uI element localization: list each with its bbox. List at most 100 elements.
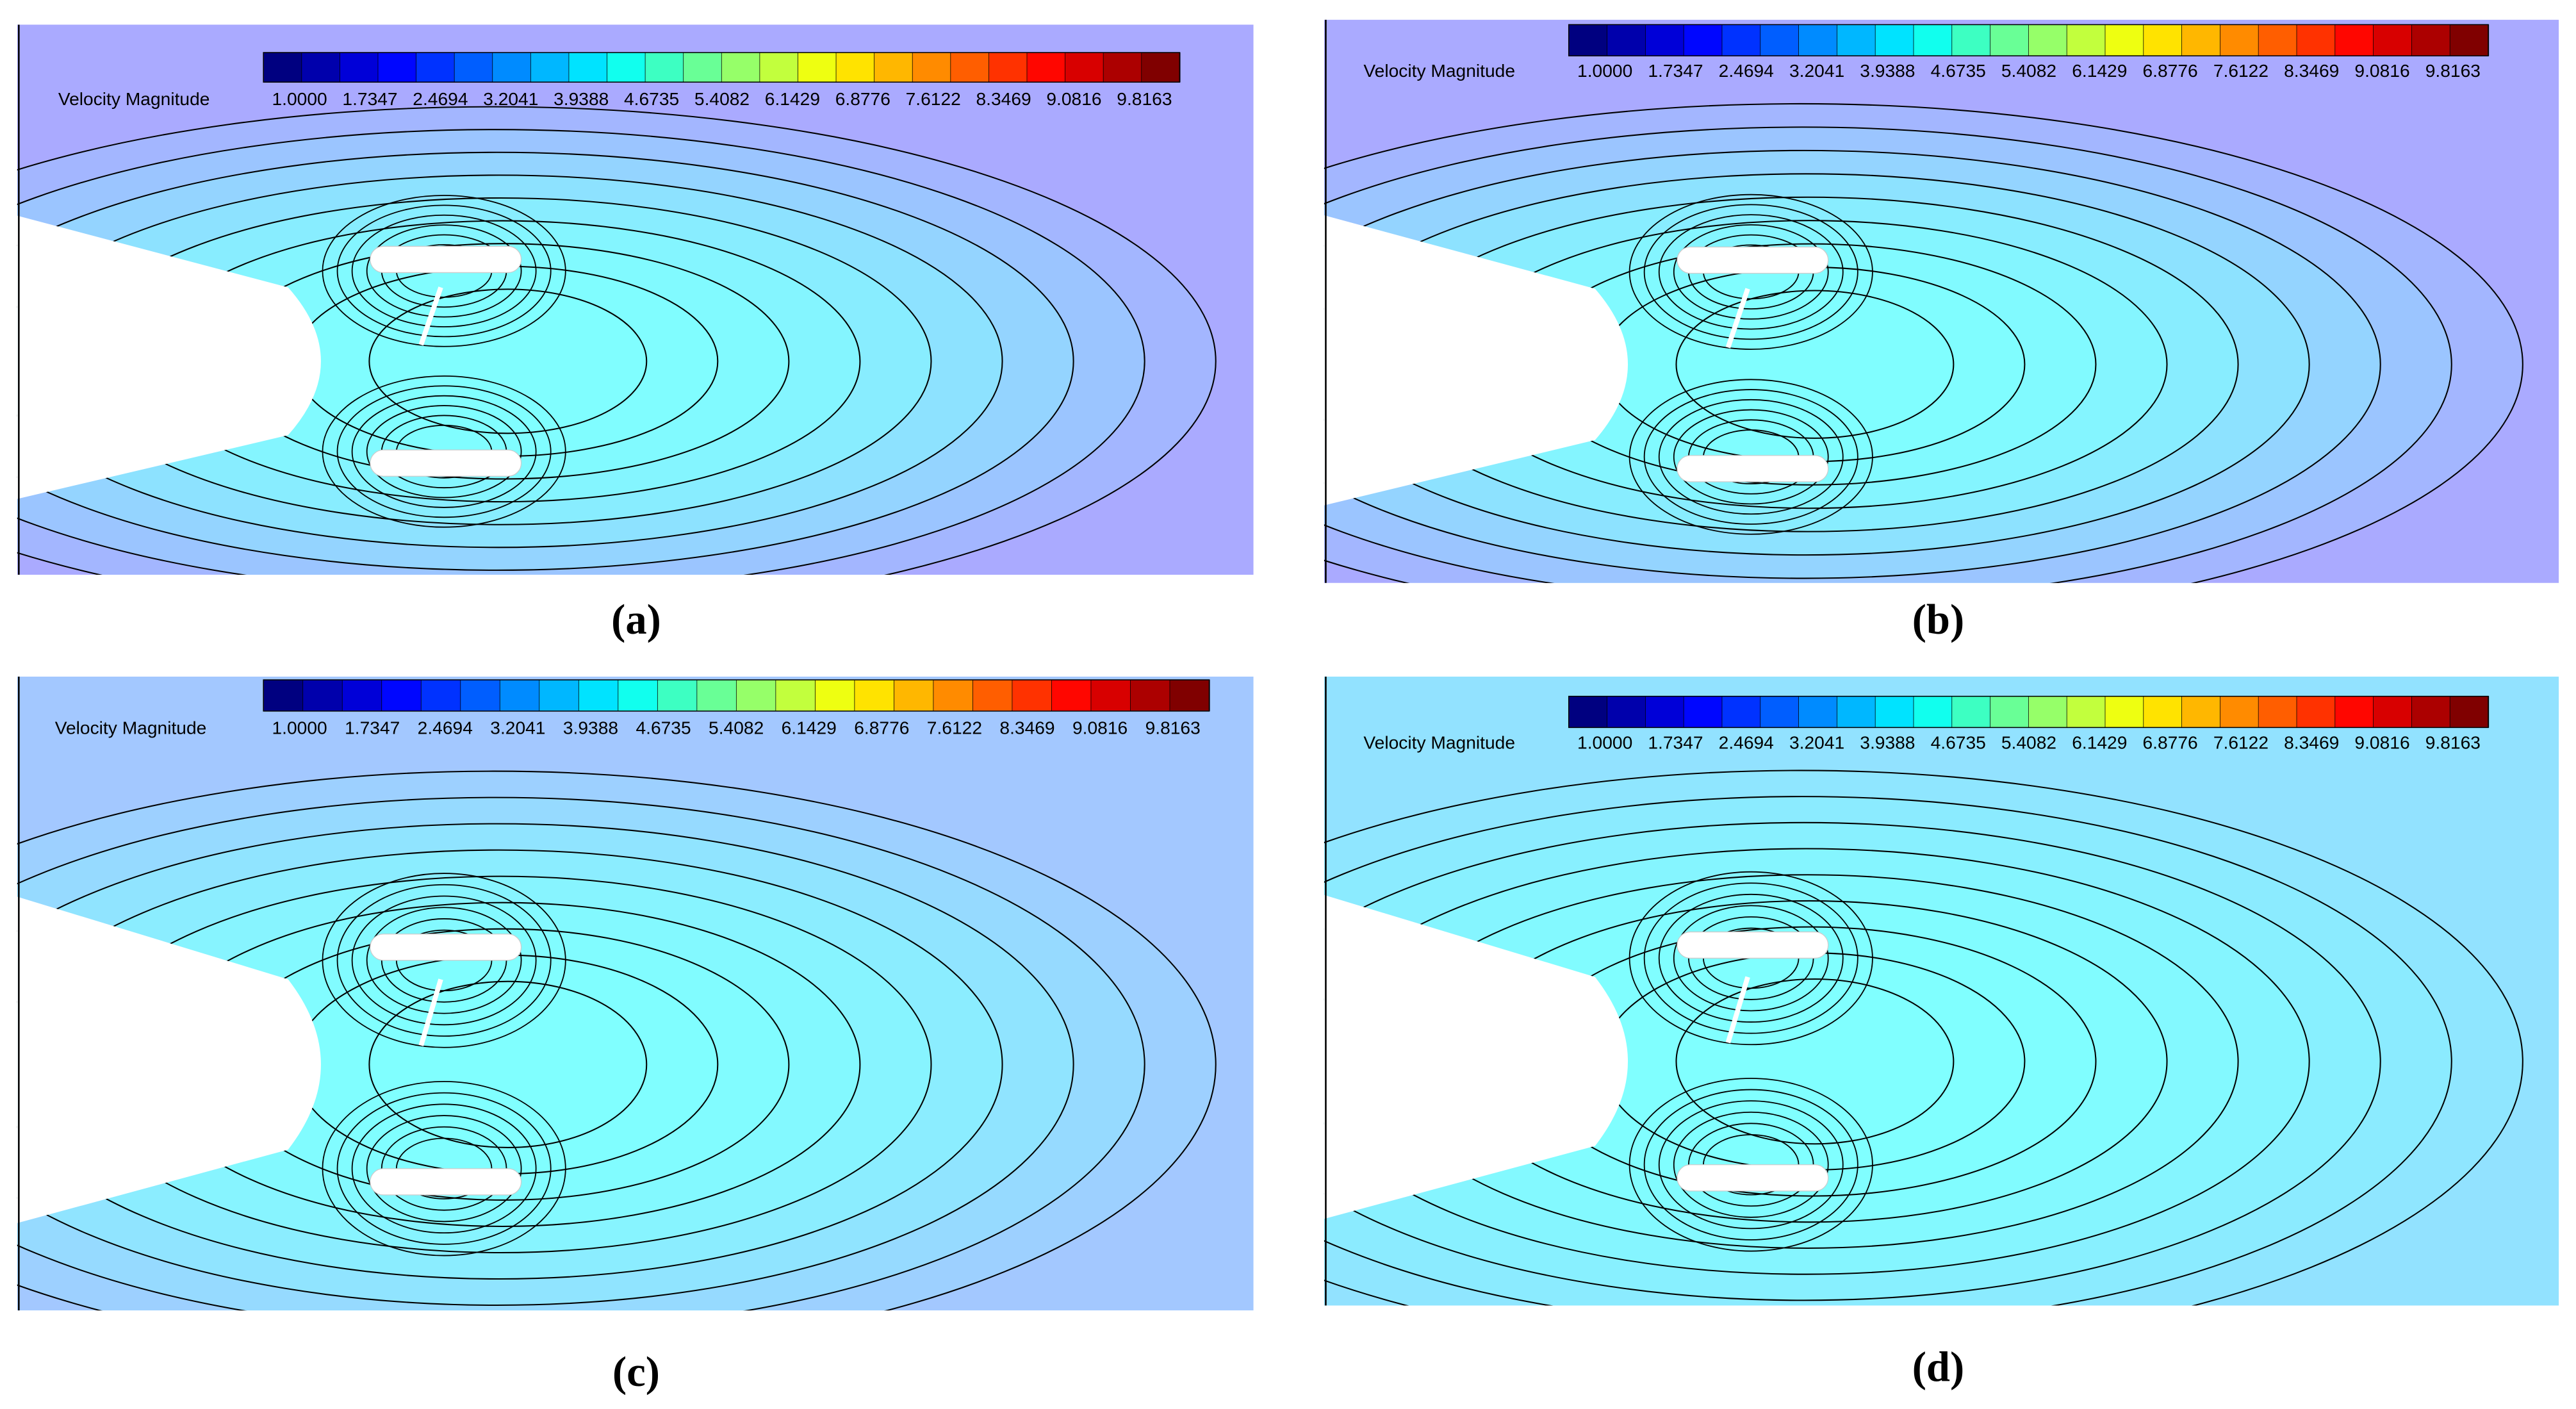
colorbar-band (814, 679, 856, 712)
legend-tick-label: 9.8163 (2425, 732, 2481, 752)
legend-tick-label: 9.8163 (2425, 60, 2481, 81)
hull (1324, 894, 1628, 1219)
contour-line (1673, 409, 1829, 505)
colorbar-band (2449, 696, 2490, 728)
contour-line (366, 907, 522, 1014)
colorbar-band (1568, 24, 1608, 56)
contour-panel (1324, 676, 2559, 1306)
contour-line (366, 405, 522, 499)
hull (1324, 215, 1628, 506)
blade (1725, 288, 1750, 349)
colorbar-band (1875, 696, 1915, 728)
panel-label: (a) (611, 597, 661, 643)
legend-title: Velocity Magnitude (1363, 60, 1515, 81)
contour-line (351, 395, 537, 508)
contour-line (322, 873, 566, 1048)
panel-label: (c) (612, 1349, 660, 1396)
legend-tick-label: 6.8776 (854, 717, 909, 737)
colorbar-band (1913, 24, 1953, 56)
contour-line (1643, 389, 1858, 525)
legend-tick-label: 1.0000 (1577, 60, 1632, 81)
colorbar-band (1130, 679, 1171, 712)
colorbar-band (2028, 24, 2068, 56)
colorbar-band (894, 679, 935, 712)
duct (1677, 455, 1829, 482)
colorbar-band (874, 52, 914, 83)
duct (1677, 246, 1829, 274)
colorbar-band (1836, 24, 1876, 56)
colorbar-band (2373, 696, 2413, 728)
legend-title: Velocity Magnitude (1363, 732, 1515, 752)
colorbar-band (2411, 24, 2451, 56)
legend-tick-label: 2.4694 (413, 88, 468, 109)
colorbar-band (1913, 696, 1953, 728)
duct (370, 1168, 522, 1196)
legend-tick-label: 6.8776 (2143, 60, 2198, 81)
colorbar-band (530, 52, 570, 83)
legend-tick-label: 8.3469 (976, 88, 1031, 109)
legend-tick-label: 3.2041 (483, 88, 538, 109)
contour-line (1643, 882, 1858, 1034)
contour-line (1673, 1111, 1829, 1218)
blade (418, 978, 443, 1046)
contour-line (1658, 214, 1844, 330)
blade (418, 286, 443, 346)
contour-line (1628, 379, 1873, 535)
legend-tick-label: 3.2041 (1789, 732, 1844, 752)
colorbar-band (835, 52, 875, 83)
panel-label: (b) (1912, 597, 1964, 643)
colorbar-band (454, 52, 493, 83)
legend-tick-label: 7.6122 (906, 88, 961, 109)
colorbar-band (568, 52, 608, 83)
colorbar-band (607, 52, 646, 83)
contour-line (322, 195, 566, 347)
contour-line (1658, 1100, 1844, 1230)
colorbar-band (1683, 696, 1723, 728)
colorbar-band (933, 679, 974, 712)
contour-panel (17, 24, 1254, 575)
colorbar-band (1951, 696, 1991, 728)
contour-line (1628, 194, 1873, 350)
colorbar-band (1645, 24, 1685, 56)
legend-tick-label: 2.4694 (418, 717, 473, 737)
colorbar-band (499, 679, 540, 712)
colorbar-band (416, 52, 455, 83)
contour-panel (1324, 19, 2559, 583)
colorbar-band (420, 679, 461, 712)
colorbar-band (1951, 24, 1991, 56)
colorbar-band (972, 679, 1013, 712)
colorbar-band (1990, 696, 2030, 728)
colorbar-band (1721, 24, 1761, 56)
colorbar-band (263, 52, 302, 83)
duct (370, 934, 522, 961)
colorbar-band (1103, 52, 1142, 83)
colorbar-band (263, 679, 304, 712)
colorbar-band (735, 679, 777, 712)
legend-tick-label: 2.4694 (1719, 60, 1774, 81)
legend-tick-label: 6.1429 (782, 717, 837, 737)
colorbar-band (2334, 24, 2374, 56)
contour-line (336, 385, 552, 518)
colorbar-band (2411, 696, 2451, 728)
duct (370, 245, 522, 274)
contour-line (351, 895, 537, 1026)
colorbar-band (912, 52, 951, 83)
colorbar-band (1645, 696, 1685, 728)
legend-tick-label: 9.8163 (1145, 717, 1201, 737)
legend-tick-label: 6.1429 (765, 88, 820, 109)
colorbar-band (1607, 696, 1646, 728)
colorbar-band (302, 679, 343, 712)
legend-tick-label: 6.1429 (2072, 60, 2127, 81)
contour-line (1643, 1089, 1858, 1240)
contour-line (1628, 871, 1873, 1046)
duct (1677, 1164, 1829, 1192)
contour-line (336, 884, 552, 1037)
contour-line (368, 980, 648, 1148)
legend-tick-label: 1.0000 (272, 717, 327, 737)
colorbar-frame (1568, 695, 2489, 729)
colorbar-band (1990, 24, 2030, 56)
legend-tick-label: 9.8163 (1117, 88, 1172, 109)
legend-tick-label: 1.7347 (1648, 732, 1703, 752)
colorbar-band (2373, 24, 2413, 56)
contour-line (1658, 893, 1844, 1023)
